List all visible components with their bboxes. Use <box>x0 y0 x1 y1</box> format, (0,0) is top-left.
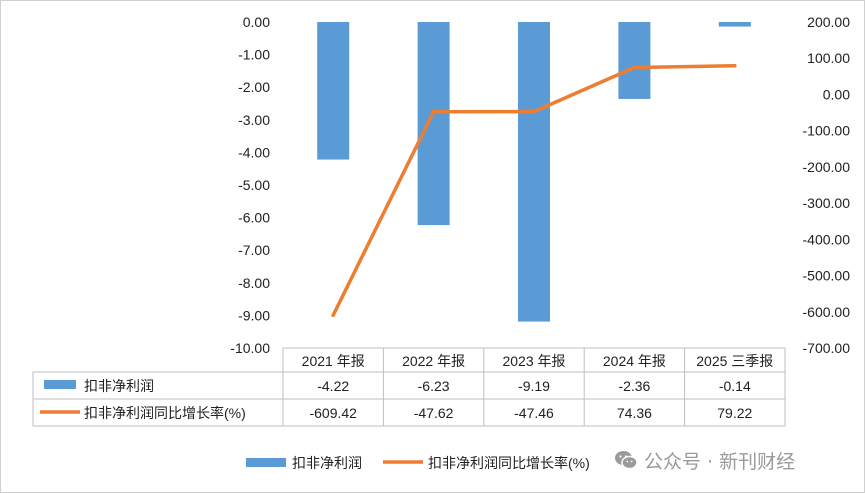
right-tick-label: -200.00 <box>803 159 851 175</box>
legend-item-growth-rate: 扣非净利润同比增长率(%) <box>428 455 590 471</box>
growth-rate-point <box>733 63 737 68</box>
right-tick-label: -600.00 <box>803 304 851 320</box>
table-category-label: 2024 年报 <box>603 353 666 369</box>
table-cell-growth-rate: -47.62 <box>414 405 454 421</box>
table-bar-key <box>44 380 76 389</box>
table-cell-kf-net-profit: -2.36 <box>618 378 650 394</box>
left-tick-label: -9.00 <box>238 307 270 323</box>
table-row-name: 扣非净利润 <box>84 378 154 394</box>
left-tick-label: -3.00 <box>238 112 270 128</box>
table-cell-kf-net-profit: -6.23 <box>418 378 450 394</box>
left-tick-label: -2.00 <box>238 79 270 95</box>
table-cell-growth-rate: -47.46 <box>514 405 554 421</box>
bar-kf-net-profit <box>518 22 550 322</box>
right-tick-label: 0.00 <box>823 86 850 102</box>
right-y-axis: 200.00 100.00 0.00 -100.00 -200.00 -300.00 -40… <box>803 14 851 356</box>
right-tick-label: -700.00 <box>803 340 851 356</box>
table-cell-growth-rate: 79.22 <box>717 405 752 421</box>
wechat-icon <box>615 451 638 470</box>
legend-bar-key <box>246 458 286 467</box>
table-cell-growth-rate: -609.42 <box>309 405 357 421</box>
table-category-label: 2023 年报 <box>502 353 565 369</box>
plot-area <box>317 22 751 322</box>
right-tick-label: -400.00 <box>803 231 851 247</box>
left-tick-label: -6.00 <box>238 210 270 226</box>
table-cell-kf-net-profit: -9.19 <box>518 378 550 394</box>
growth-rate-point <box>532 109 536 114</box>
data-table: 2021 年报 2022 年报 2023 年报 2024 年报 2025 三季报扣非净利… <box>32 347 786 427</box>
legend[interactable]: 扣非净利润 扣非净利润同比增长率(%) <box>246 455 590 471</box>
table-category-label: 2022 年报 <box>402 353 465 369</box>
table-cell-kf-net-profit: -4.22 <box>317 378 349 394</box>
growth-rate-point <box>431 109 436 114</box>
left-tick-label: -8.00 <box>238 275 270 291</box>
watermark-text: 公众号 · 新刊财经 <box>644 450 796 473</box>
bar-kf-net-profit <box>718 22 751 27</box>
table-row-name: 扣非净利润同比增长率(%) <box>84 405 246 421</box>
right-tick-label: -500.00 <box>803 268 851 284</box>
right-tick-label: 200.00 <box>807 14 850 30</box>
table-category-label: 2025 三季报 <box>696 353 773 369</box>
right-tick-label: 100.00 <box>807 50 850 66</box>
left-tick-label: -4.00 <box>238 144 270 160</box>
table-cell-growth-rate: 74.36 <box>617 405 652 421</box>
table-cell-kf-net-profit: -0.14 <box>719 378 751 394</box>
left-tick-label: -7.00 <box>238 242 270 258</box>
left-tick-label: -10.00 <box>230 340 270 356</box>
growth-rate-point <box>632 65 637 70</box>
growth-rate-point <box>331 313 336 317</box>
table-category-label: 2021 年报 <box>302 353 365 369</box>
bar-kf-net-profit <box>618 22 651 99</box>
legend-item-kf-net-profit: 扣非净利润 <box>292 455 362 471</box>
watermark: 公众号 · 新刊财经 <box>614 447 795 473</box>
left-tick-label: -5.00 <box>238 177 270 193</box>
left-y-axis: 0.00 -1.00 -2.00 -3.00 -4.00 -5.00 -6.00 -7.00 -… <box>230 14 270 356</box>
right-tick-label: -300.00 <box>803 195 851 211</box>
bar-kf-net-profit <box>317 22 350 160</box>
bar-kf-net-profit <box>417 22 450 226</box>
left-tick-label: -1.00 <box>238 47 270 63</box>
left-tick-label: 0.00 <box>243 14 270 30</box>
right-tick-label: -100.00 <box>803 123 851 139</box>
